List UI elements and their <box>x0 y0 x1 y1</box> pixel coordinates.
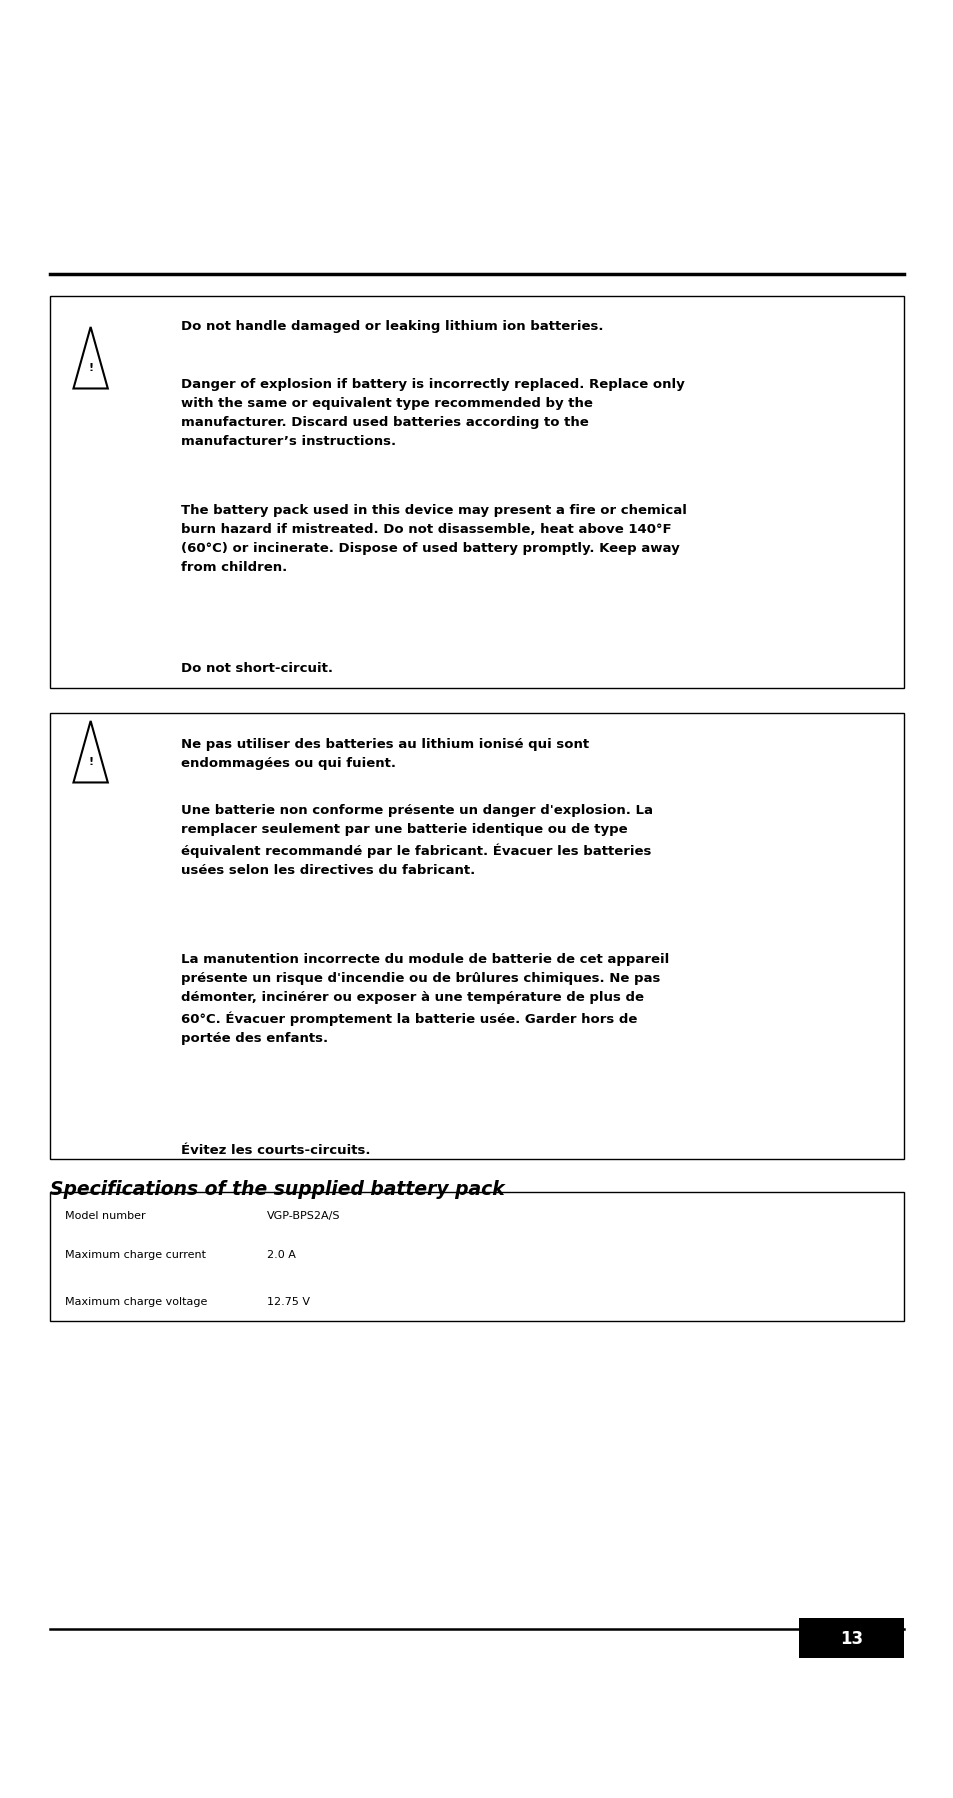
Text: Danger of explosion if battery is incorrectly replaced. Replace only
with the sa: Danger of explosion if battery is incorr… <box>181 378 684 448</box>
Text: Specifications of the supplied battery pack: Specifications of the supplied battery p… <box>50 1179 504 1199</box>
Text: La manutention incorrecte du module de batterie de cet appareil
présente un risq: La manutention incorrecte du module de b… <box>181 953 669 1045</box>
Text: Do not short-circuit.: Do not short-circuit. <box>181 662 333 674</box>
Text: Maximum charge voltage: Maximum charge voltage <box>65 1296 207 1307</box>
Text: Do not handle damaged or leaking lithium ion batteries.: Do not handle damaged or leaking lithium… <box>181 320 603 333</box>
FancyBboxPatch shape <box>50 714 903 1160</box>
FancyBboxPatch shape <box>799 1618 903 1658</box>
FancyBboxPatch shape <box>50 1192 903 1322</box>
Text: Évitez les courts-circuits.: Évitez les courts-circuits. <box>181 1144 371 1156</box>
Text: Model number: Model number <box>65 1210 146 1221</box>
Text: Une batterie non conforme présente un danger d'explosion. La
remplacer seulement: Une batterie non conforme présente un da… <box>181 804 653 876</box>
Text: Ne pas utiliser des batteries au lithium ionisé qui sont
endommagées ou qui fuie: Ne pas utiliser des batteries au lithium… <box>181 737 589 770</box>
Text: The battery pack used in this device may present a fire or chemical
burn hazard : The battery pack used in this device may… <box>181 503 686 574</box>
Text: VGP-BPS2A/S: VGP-BPS2A/S <box>267 1210 340 1221</box>
Text: 2.0 A: 2.0 A <box>267 1250 295 1260</box>
Text: 13: 13 <box>840 1629 862 1647</box>
Text: !: ! <box>88 757 93 768</box>
Text: 12.75 V: 12.75 V <box>267 1296 310 1307</box>
Text: !: ! <box>88 363 93 374</box>
Text: Maximum charge current: Maximum charge current <box>65 1250 206 1260</box>
FancyBboxPatch shape <box>50 297 903 689</box>
